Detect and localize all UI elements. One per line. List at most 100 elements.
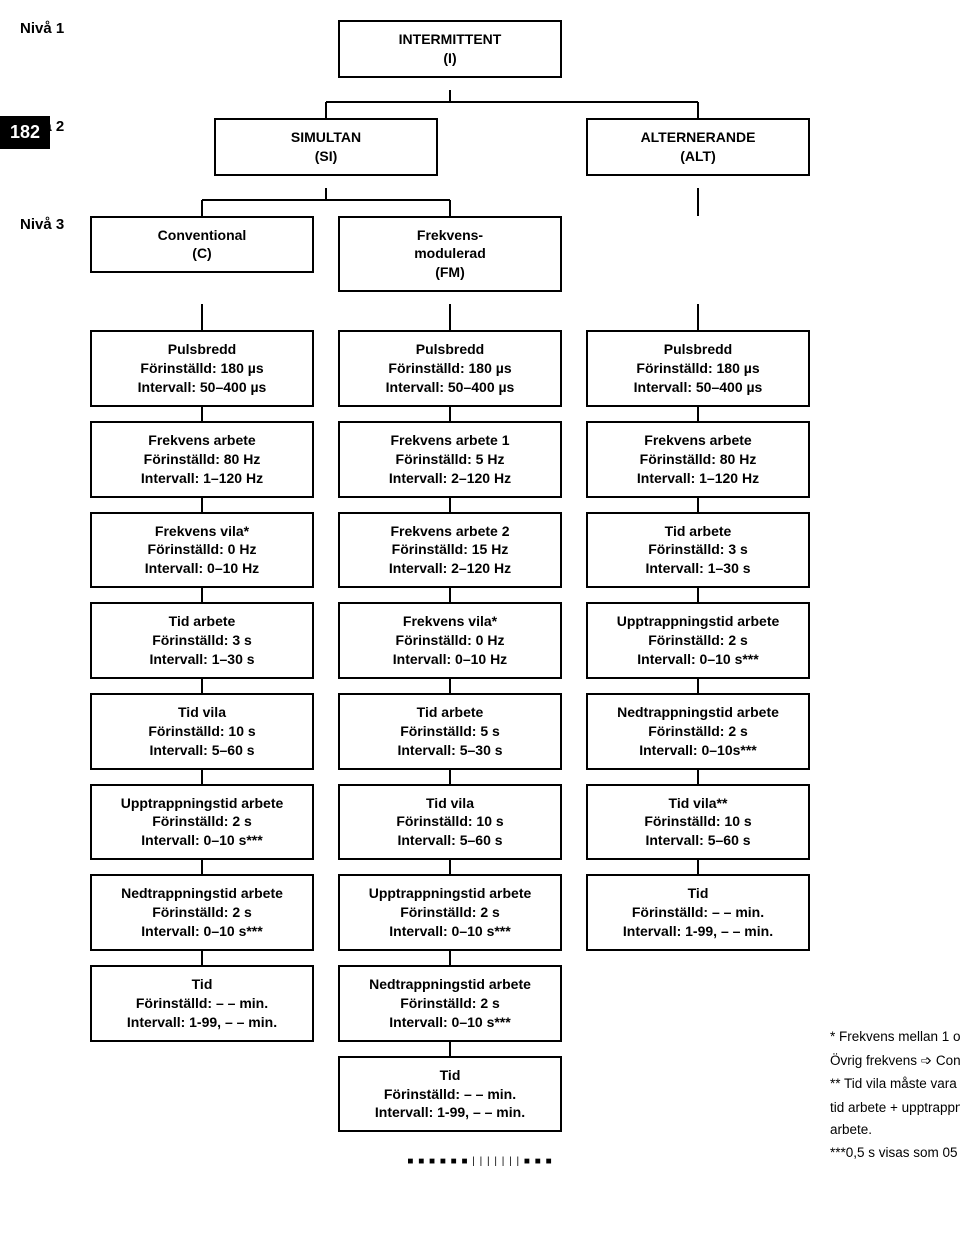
page-number-badge: 182 <box>0 116 50 149</box>
vertical-connector <box>449 1042 451 1056</box>
param-title: Nedtrappningstid arbete <box>594 703 802 722</box>
vertical-connector <box>697 498 699 512</box>
param-interval: Intervall: 0–10 s*** <box>594 650 802 669</box>
footnote-line: Övrig frekvens ➩ Conventional-stimulerin… <box>830 1050 960 1072</box>
param-node: Frekvens arbeteFörinställd: 80 HzInterva… <box>586 421 810 498</box>
param-node: Tid vilaFörinställd: 10 sIntervall: 5–60… <box>338 784 562 861</box>
param-preset: Förinställd: 10 s <box>98 722 306 741</box>
param-node: PulsbreddFörinställd: 180 µsIntervall: 5… <box>90 330 314 407</box>
param-interval: Intervall: 0–10 Hz <box>346 650 554 669</box>
node-title: ALTERNERANDE <box>594 128 802 147</box>
param-node: Nedtrappningstid arbeteFörinställd: 2 sI… <box>90 874 314 951</box>
param-preset: Förinställd: 5 Hz <box>346 450 554 469</box>
param-node: Tid vilaFörinställd: 10 sIntervall: 5–60… <box>90 693 314 770</box>
level-3-label: Nivå 3 <box>20 216 90 233</box>
node-sub: (ALT) <box>594 147 802 166</box>
connector-l1-l2 <box>90 90 830 118</box>
param-title: Upptrappningstid arbete <box>98 794 306 813</box>
param-node: Tid arbeteFörinställd: 3 sIntervall: 1–3… <box>90 602 314 679</box>
level-1-label: Nivå 1 <box>20 20 90 37</box>
param-preset: Förinställd: 80 Hz <box>98 450 306 469</box>
vertical-connector <box>697 588 699 602</box>
param-preset: Förinställd: 15 Hz <box>346 540 554 559</box>
param-preset: Förinställd: – – min. <box>98 994 306 1013</box>
param-interval: Intervall: 0–10 s*** <box>98 922 306 941</box>
node-sub: (FM) <box>346 263 554 282</box>
param-title: Tid arbete <box>594 522 802 541</box>
node-sub: (I) <box>346 49 554 68</box>
param-interval: Intervall: 1-99, – – min. <box>594 922 802 941</box>
param-interval: Intervall: 0–10s*** <box>594 741 802 760</box>
level-2-row: Nivå 2 SIMULTAN (SI) ALTERNERANDE (ALT) <box>20 118 940 176</box>
vertical-connector <box>201 679 203 693</box>
param-preset: Förinställd: 0 Hz <box>98 540 306 559</box>
param-preset: Förinställd: 2 s <box>98 812 306 831</box>
param-interval: Intervall: 2–120 Hz <box>346 559 554 578</box>
param-preset: Förinställd: 2 s <box>594 631 802 650</box>
vertical-connector <box>449 679 451 693</box>
param-interval: Intervall: 0–10 s*** <box>98 831 306 850</box>
param-preset: Förinställd: 5 s <box>346 722 554 741</box>
param-interval: Intervall: 5–60 s <box>346 831 554 850</box>
param-title: Tid <box>98 975 306 994</box>
node-title: Conventional <box>98 226 306 245</box>
param-node: Frekvens vila*Förinställd: 0 HzIntervall… <box>90 512 314 589</box>
node-conventional: Conventional (C) <box>90 216 314 274</box>
vertical-connector <box>449 498 451 512</box>
vertical-connector <box>201 770 203 784</box>
param-title: Tid vila <box>346 794 554 813</box>
param-title: Frekvens vila* <box>346 612 554 631</box>
data-column-2: PulsbreddFörinställd: 180 µs Intervall: 5… <box>586 330 810 1132</box>
notes-column: * Frekvens mellan 1 och 5 Hz ➩ Burst-sti… <box>830 1022 960 1166</box>
param-interval: Intervall: 1-99, – – min. <box>346 1103 554 1122</box>
param-interval: Intervall: 5–30 s <box>346 741 554 760</box>
param-node: TidFörinställd: – – min.Intervall: 1-99,… <box>586 874 810 951</box>
param-node: Nedtrappningstid arbeteFörinställd: 2 sI… <box>586 693 810 770</box>
param-preset: Förinställd: 180 µs <box>594 359 802 378</box>
vertical-connector <box>449 407 451 421</box>
param-title: Tid arbete <box>98 612 306 631</box>
param-node: Upptrappningstid arbeteFörinställd: 2 sI… <box>338 874 562 951</box>
param-preset: Förinställd: 3 s <box>98 631 306 650</box>
param-interval: Intervall: 5–60 s <box>98 741 306 760</box>
data-column-0: PulsbreddFörinställd: 180 µsIntervall: 5… <box>90 330 314 1132</box>
footnote-line: ***0,5 s visas som 05 i displayen. <box>830 1142 960 1164</box>
param-title: Nedtrappningstid arbete <box>98 884 306 903</box>
param-node: Frekvens arbete 1Förinställd: 5 HzInterv… <box>338 421 562 498</box>
param-preset: Förinställd: 2 s <box>346 994 554 1013</box>
param-title: Pulsbredd <box>594 340 802 359</box>
param-preset: Förinställd: 80 Hz <box>594 450 802 469</box>
level-1-row: Nivå 1 INTERMITTENT (I) <box>20 20 940 78</box>
data-column-1: PulsbreddFörinställd: 180 µsIntervall: 5… <box>338 330 562 1132</box>
connector-l3-data <box>90 304 830 330</box>
node-simultan: SIMULTAN (SI) <box>214 118 438 176</box>
param-preset: Förinställd: 2 s <box>98 903 306 922</box>
param-interval: Intervall: 50–400 µs <box>98 378 306 397</box>
node-sub: (C) <box>98 244 306 263</box>
flowchart: 182 Nivå 1 INTERMITTENT (I) <box>20 20 940 1132</box>
param-interval: Intervall: 5–60 s <box>594 831 802 850</box>
param-title: Frekvens vila* <box>98 522 306 541</box>
param-node: Frekvens vila*Förinställd: 0 HzIntervall… <box>338 602 562 679</box>
vertical-connector <box>449 588 451 602</box>
vertical-connector <box>697 679 699 693</box>
param-node: Tid arbeteFörinställd: 3 sIntervall: 1–3… <box>586 512 810 589</box>
param-title: Frekvens arbete 2 <box>346 522 554 541</box>
param-title: Tid <box>346 1066 554 1085</box>
param-title: Tid vila** <box>594 794 802 813</box>
param-interval: Intervall: 1–30 s <box>594 559 802 578</box>
vertical-connector <box>201 860 203 874</box>
param-preset: Förinställd: 3 s <box>594 540 802 559</box>
param-interval: Intervall: 50–400 µs <box>346 378 554 397</box>
param-preset: Förinställd: 10 s <box>346 812 554 831</box>
param-node: Upptrappningstid arbeteFörinställd: 2 sI… <box>90 784 314 861</box>
param-node: PulsbreddFörinställd: 180 µsIntervall: 5… <box>338 330 562 407</box>
vertical-connector <box>201 588 203 602</box>
node-alternerande: ALTERNERANDE (ALT) <box>586 118 810 176</box>
param-preset: Förinställd: – – min. <box>594 903 802 922</box>
footnote-line: ** Tid vila måste vara längre än <box>830 1073 960 1095</box>
node-sub: (SI) <box>222 147 430 166</box>
param-interval: Intervall: 0–10 s*** <box>346 922 554 941</box>
param-preset: Förinställd: 2 s <box>346 903 554 922</box>
param-title: Pulsbredd <box>98 340 306 359</box>
